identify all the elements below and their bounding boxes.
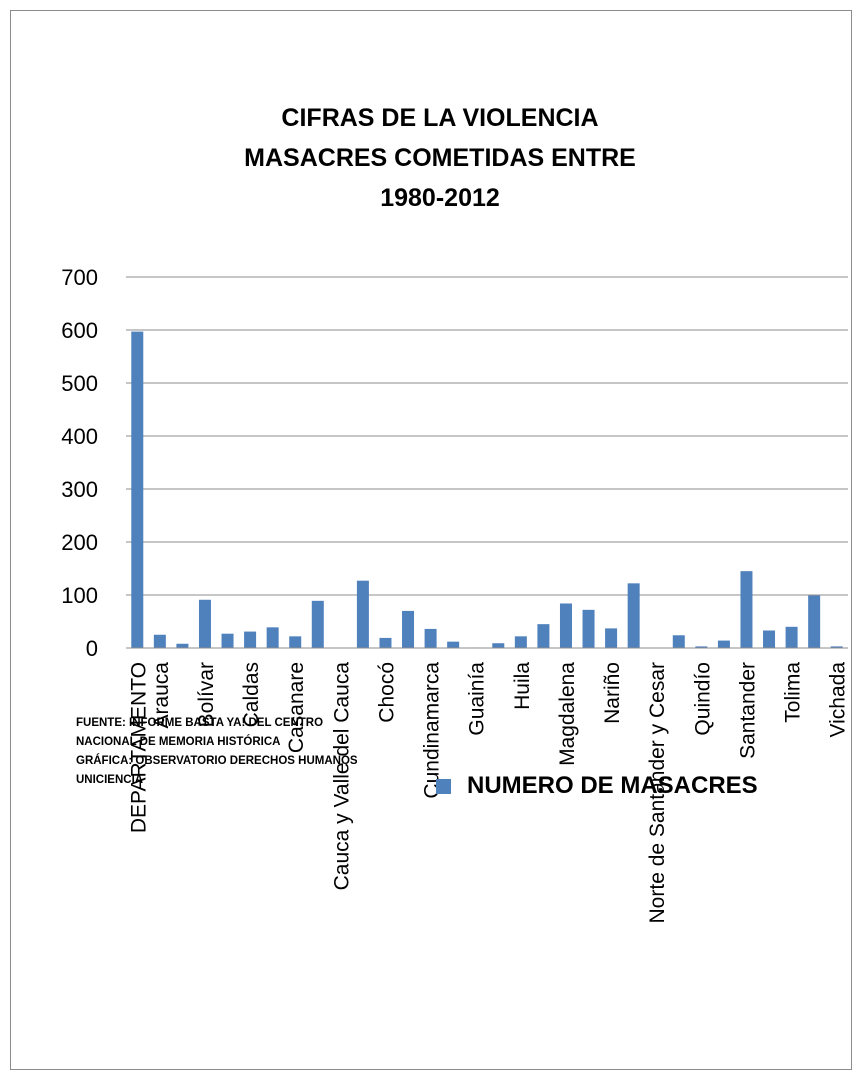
bar <box>672 635 685 648</box>
x-tick-label: Casanare <box>285 662 308 753</box>
source-note-line-1: FUENTE: INFORME BASTA YA! DEL CENTRO <box>76 717 324 729</box>
y-tick-label: 200 <box>61 530 98 555</box>
x-tick-label: Magdalena <box>556 662 579 766</box>
bar <box>266 627 279 648</box>
x-tick-label: Bolívar <box>195 662 218 727</box>
source-note: FUENTE: INFORME BASTA YA! DEL CENTRO NAC… <box>76 714 416 790</box>
x-tick-label: Vichada <box>827 662 850 738</box>
bar <box>402 610 415 648</box>
x-tick-label: Cauca y Valle del Cauca <box>330 662 353 891</box>
bar <box>131 331 144 648</box>
bar <box>830 646 843 648</box>
bar <box>424 628 437 648</box>
chart-title-line-3: 1980-2012 <box>380 184 500 212</box>
legend-swatch <box>436 778 451 794</box>
x-tick-label: Quindío <box>691 662 714 736</box>
x-tick-label: Santander <box>736 662 759 759</box>
y-tick-label: 600 <box>61 318 98 343</box>
bar <box>763 630 776 648</box>
x-tick-label: Chocó <box>375 662 398 723</box>
bar <box>808 595 821 648</box>
bar <box>379 637 392 648</box>
bar <box>582 609 595 648</box>
bar <box>559 603 572 648</box>
x-tick-label: Norte de Santander y Cesar <box>646 662 669 923</box>
chart-frame <box>10 10 852 1070</box>
bar <box>605 628 618 648</box>
x-tick-label: DEPARTAMENTO <box>127 662 150 833</box>
bar <box>717 640 730 648</box>
bar <box>785 626 798 648</box>
chart-title-line-2: MASACRES COMETIDAS ENTRE <box>244 144 636 172</box>
bar <box>447 641 460 648</box>
x-tick-label: Caldas <box>240 662 263 727</box>
x-tick-label: Huila <box>511 662 534 710</box>
bar <box>244 631 257 648</box>
y-tick-label: 700 <box>61 265 98 290</box>
chart-title-line-1: CIFRAS DE LA VIOLENCIA <box>281 104 599 132</box>
source-note-line-3: GRÁFICA: OBSERVATORIO DERECHOS HUMANOS <box>76 755 358 767</box>
chart-legend: NUMERO DE MASACRES <box>436 772 758 800</box>
bar <box>153 634 166 648</box>
bar <box>537 624 550 648</box>
bar <box>198 599 211 648</box>
x-tick-label: Cundinamarca <box>421 662 444 799</box>
bar <box>627 583 640 648</box>
source-note-line-4: UNICIENCIA <box>76 774 144 786</box>
bar <box>356 580 369 648</box>
bar <box>695 646 708 648</box>
bar <box>514 636 527 648</box>
y-tick-label: 400 <box>61 424 98 449</box>
bar <box>492 643 505 648</box>
x-tick-label: Tolima <box>782 662 805 723</box>
y-tick-label: 300 <box>61 477 98 502</box>
bar <box>221 633 234 648</box>
x-tick-label: Nariño <box>601 662 624 724</box>
x-tick-label: Arauca <box>150 662 173 729</box>
y-tick-label: 100 <box>61 583 98 608</box>
y-tick-label: 500 <box>61 371 98 396</box>
source-note-line-2: NACIONAL DE MEMORIA HISTÓRICA <box>76 736 281 748</box>
bar <box>311 600 324 648</box>
legend-label: NUMERO DE MASACRES <box>467 772 758 799</box>
bar <box>176 643 189 648</box>
bar <box>289 636 302 648</box>
x-tick-label: Guainía <box>466 662 489 736</box>
bar <box>740 571 753 648</box>
y-tick-label: 0 <box>86 636 98 661</box>
